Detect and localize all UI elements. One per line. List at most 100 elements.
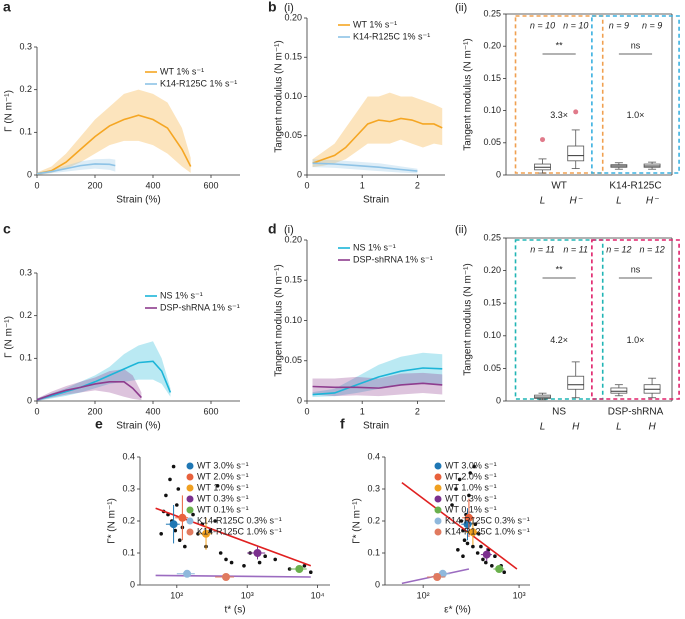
- legend-swatch: [186, 517, 194, 525]
- legend-label: DSP-shRNA 1% s⁻¹: [160, 302, 240, 312]
- point: [484, 560, 488, 565]
- y-tick-label: 0.15: [483, 298, 501, 308]
- category-label: H: [648, 422, 656, 433]
- legend-label: WT 0.3% s⁻¹: [445, 493, 497, 503]
- y-tick-label: 0.2: [19, 310, 32, 320]
- point: [175, 503, 179, 507]
- box: [567, 375, 585, 390]
- legend-label: WT 1.0% s⁻¹: [197, 482, 249, 492]
- x-tick-label: 200: [87, 180, 102, 190]
- point: [171, 464, 176, 469]
- group-frame: [591, 239, 680, 400]
- legend-swatch: [186, 506, 194, 514]
- x-tick-label: 600: [203, 406, 218, 416]
- point: [490, 564, 494, 568]
- fold-change: 3.3×: [550, 110, 568, 120]
- point: [183, 544, 187, 549]
- x-tick-label: 1: [360, 180, 365, 190]
- legend-label: WT 1% s⁻¹: [353, 19, 397, 29]
- y-tick-label: 0.20: [483, 41, 501, 51]
- y-tick-label: 0.1: [122, 547, 135, 557]
- point: [481, 557, 485, 562]
- fold-change: 1.0×: [627, 335, 645, 345]
- legend-swatch: [434, 484, 442, 492]
- y-tick-label: 0.15: [284, 275, 302, 285]
- legend-label: WT 2.0% s⁻¹: [197, 471, 249, 481]
- mean-point: [178, 513, 187, 522]
- mean-point: [222, 573, 231, 581]
- x-axis-label: Strain (%): [116, 421, 160, 432]
- point: [177, 538, 182, 542]
- line: [36, 360, 172, 401]
- group-label: DSP-shRNA: [608, 407, 664, 418]
- mean-point: [433, 573, 442, 581]
- y-tick-label: 0: [496, 395, 501, 405]
- y-tick-label: 0: [27, 169, 32, 179]
- category-label: H⁻: [646, 196, 659, 207]
- x-tick-label: 0: [304, 180, 309, 190]
- x-axis-label: Strain: [363, 421, 389, 432]
- y-tick-label: 0.4: [122, 451, 135, 461]
- group-label: WT: [551, 181, 567, 192]
- panel-label: c: [3, 221, 11, 237]
- y-tick-label: 0.10: [284, 91, 302, 101]
- group-frame: [514, 15, 604, 174]
- significance: **: [556, 40, 564, 50]
- significance: **: [556, 264, 564, 274]
- subpanel-label: (ii): [455, 224, 467, 236]
- mean-point: [202, 529, 211, 538]
- legend-label: WT 1% s⁻¹: [160, 66, 204, 76]
- y-tick-label: 0.3: [122, 483, 135, 493]
- mean-point: [183, 569, 192, 578]
- mean-point: [169, 520, 178, 529]
- legend-label: NS 1% s⁻¹: [353, 242, 396, 252]
- y-axis-label: Γ* (N m⁻¹): [107, 498, 118, 544]
- y-tick-label: 0.1: [19, 127, 32, 137]
- fold-change: 4.2×: [550, 335, 568, 345]
- legend-label: K14-R125C 1% s⁻¹: [160, 78, 237, 88]
- point: [164, 493, 168, 498]
- panel-label: a: [3, 0, 11, 15]
- point: [218, 551, 223, 555]
- y-tick-label: 0: [496, 169, 501, 179]
- error-band: [312, 352, 443, 397]
- y-tick-label: 0.05: [483, 363, 501, 373]
- point: [191, 512, 195, 517]
- legend-swatch: [434, 473, 442, 481]
- point: [467, 493, 471, 498]
- subpanel-label: (i): [284, 2, 294, 14]
- point: [242, 564, 246, 568]
- x-tick-label: 1: [360, 406, 365, 416]
- group-label: K14-R125C: [609, 181, 661, 192]
- legend-label: WT 1.0% s⁻¹: [445, 482, 497, 492]
- n-label: n = 9: [642, 20, 662, 30]
- category-label: L: [616, 422, 622, 433]
- point: [456, 548, 460, 552]
- legend-label: WT 0.3% s⁻¹: [197, 493, 249, 503]
- legend-label: WT 0.1% s⁻¹: [197, 504, 249, 514]
- legend-swatch: [186, 473, 194, 481]
- legend-swatch: [186, 484, 194, 492]
- point: [476, 532, 481, 536]
- x-tick-label: 0: [34, 180, 39, 190]
- y-axis-label: Γ (N m⁻¹): [4, 90, 15, 132]
- outlier: [573, 109, 579, 115]
- line: [312, 382, 443, 389]
- y-axis-label: Tangent modulus (N m⁻¹): [463, 263, 474, 376]
- y-tick-label: 0.3: [19, 267, 32, 277]
- mean-point: [253, 549, 262, 557]
- legend-label: K14-R125C 0.3% s⁻¹: [445, 515, 530, 525]
- y-tick-label: 0.05: [284, 355, 302, 365]
- x-tick-label: 10³: [513, 590, 526, 600]
- legend-label: WT 3.0% s⁻¹: [197, 460, 249, 470]
- point: [462, 538, 467, 542]
- n-label: n = 10: [563, 20, 588, 30]
- y-tick-label: 0: [297, 169, 302, 179]
- x-tick-label: 600: [203, 180, 218, 190]
- category-label: H: [572, 422, 580, 433]
- y-tick-label: 0.3: [19, 41, 32, 51]
- x-axis-label: ε* (%): [444, 605, 471, 616]
- group-frame: [591, 15, 680, 174]
- point: [461, 554, 465, 558]
- point: [215, 484, 220, 488]
